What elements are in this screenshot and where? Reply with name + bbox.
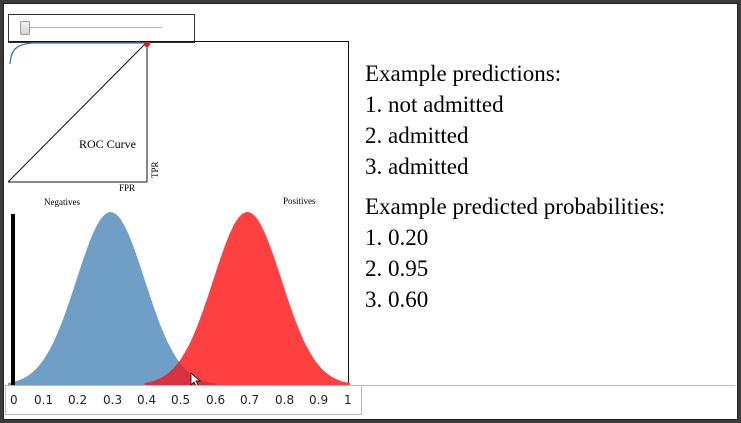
slider-thumb[interactable]	[20, 21, 30, 35]
prediction-item: 3. admitted	[365, 154, 469, 179]
tick-label: 0.4	[137, 393, 157, 407]
roc-point[interactable]	[144, 42, 150, 47]
prediction-item: 1. not admitted	[365, 92, 504, 117]
predictions-panel: Example predictions: 1. not admitted 2. …	[365, 58, 730, 315]
probability-item: 1. 0.20	[365, 225, 429, 250]
predictions-title: Example predictions:	[365, 61, 562, 86]
positives-distribution	[144, 212, 350, 385]
roc-curve	[9, 42, 147, 65]
x-axis-ticks: 0 0.1 0.2 0.3 0.4 0.5 0.6 0.7 0.8 0.9 1	[8, 393, 358, 411]
tick-label: 0.5	[171, 393, 191, 407]
tick-label: 0.3	[103, 393, 123, 407]
roc-xlabel: FPR	[119, 183, 135, 193]
probabilities-title: Example predicted probabilities:	[365, 194, 666, 219]
tick-label: 0.1	[34, 393, 54, 407]
plot-svg: ROC Curve FPR TPR Negatives Positives	[8, 42, 350, 386]
roc-diagonal	[8, 42, 148, 183]
probability-item: 3. 0.60	[365, 287, 429, 312]
slider-track[interactable]	[27, 27, 162, 28]
probability-item: 2. 0.95	[365, 256, 429, 281]
tick-label: 0.6	[206, 393, 226, 407]
tick-label: 0.8	[275, 393, 295, 407]
prediction-item: 2. admitted	[365, 123, 469, 148]
tick-label: 0.7	[240, 393, 260, 407]
divider	[360, 385, 735, 386]
negatives-label: Negatives	[44, 197, 80, 207]
tick-label: 1	[344, 393, 352, 407]
plot-area: ROC Curve FPR TPR Negatives Positives	[8, 41, 350, 386]
threshold-slider[interactable]	[8, 14, 195, 43]
spacer	[365, 182, 730, 191]
positives-label: Positives	[283, 196, 316, 206]
tick-label: 0.9	[309, 393, 329, 407]
roc-title: ROC Curve	[79, 137, 136, 151]
negatives-distribution	[8, 212, 217, 385]
tick-label: 0	[10, 393, 18, 407]
roc-ylabel: TPR	[150, 161, 160, 178]
threshold-bar[interactable]	[11, 214, 15, 386]
tick-label: 0.2	[68, 393, 88, 407]
axis-box	[5, 385, 362, 415]
